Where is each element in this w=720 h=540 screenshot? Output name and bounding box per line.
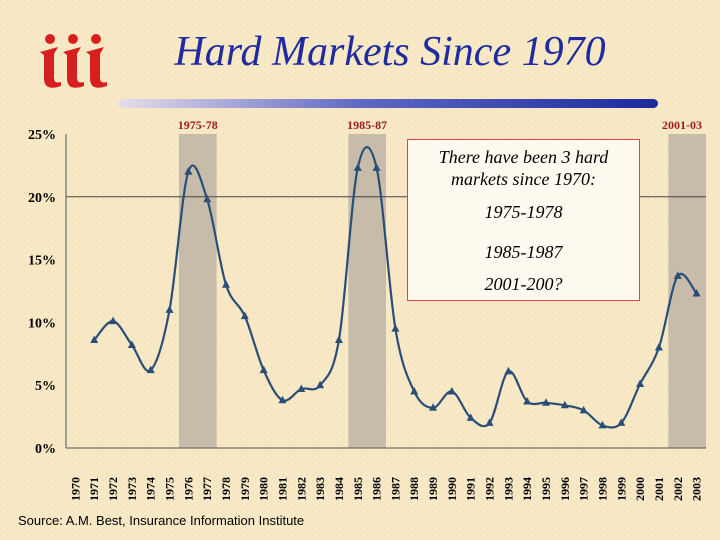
- x-tick-label: 1981: [275, 477, 289, 501]
- data-point-1973: [127, 340, 136, 349]
- y-tick-label: 25%: [28, 128, 56, 143]
- data-point-1996: [560, 400, 569, 409]
- x-tick-label: 1985: [351, 477, 365, 501]
- hard-markets-callout: There have been 3 hard markets since 197…: [407, 139, 640, 301]
- iii-logo: [40, 34, 107, 88]
- x-tick-label: 2000: [633, 477, 647, 501]
- x-tick-label: 1986: [370, 477, 384, 501]
- x-tick-label: 1972: [106, 477, 120, 501]
- y-tick-label: 15%: [28, 254, 56, 269]
- data-point-1999: [617, 418, 626, 426]
- y-tick-labels: 0% 5% 10% 15% 20% 25%: [28, 128, 56, 457]
- data-point-2000: [636, 379, 645, 387]
- x-tick-label: 1984: [332, 477, 346, 501]
- y-tick-label: 20%: [28, 191, 56, 206]
- x-tick-label: 1995: [539, 477, 553, 501]
- data-point-1971: [90, 335, 99, 343]
- y-tick-label: 5%: [35, 379, 56, 394]
- source-note: Source: A.M. Best, Insurance Information…: [18, 513, 305, 528]
- y-tick-label: 0%: [35, 442, 56, 457]
- data-point-1993: [504, 366, 513, 375]
- data-point-1983: [316, 380, 325, 389]
- data-point-1976: [184, 167, 193, 175]
- x-tick-label: 2002: [671, 477, 685, 501]
- data-point-1989: [429, 403, 438, 411]
- data-point-1986: [372, 163, 381, 171]
- y-tick-label: 10%: [28, 316, 56, 331]
- x-tick-label: 1970: [68, 477, 82, 501]
- data-point-1987: [391, 324, 400, 332]
- title-underline-bar: [118, 99, 658, 108]
- axes: [65, 134, 706, 449]
- x-tick-label: 1983: [313, 477, 327, 501]
- data-point-1982: [297, 384, 306, 392]
- x-tick-label: 1976: [181, 477, 195, 501]
- x-tick-label: 1996: [558, 477, 572, 501]
- band-labels: 1975-78 1985-87 2001-03: [178, 118, 702, 132]
- shaded-band-1: [348, 134, 386, 448]
- shaded-band-0: [178, 134, 217, 448]
- data-point-1977: [203, 194, 212, 203]
- x-tick-label: 1979: [238, 477, 252, 501]
- x-tick-label: 2001: [652, 477, 666, 501]
- data-point-1995: [542, 398, 550, 406]
- x-tick-label: 1987: [388, 477, 402, 501]
- x-tick-label: 1993: [501, 477, 515, 501]
- x-tick-label: 1989: [426, 477, 440, 501]
- slide-title: Hard Markets Since 1970: [174, 29, 606, 75]
- band-label-0: 1975-78: [178, 118, 218, 132]
- callout-item-1975: 1975-1978: [484, 202, 563, 222]
- data-point-1991: [466, 413, 475, 421]
- data-point-1981: [278, 395, 287, 404]
- data-point-1994: [523, 397, 532, 405]
- x-tick-labels: 1970 1971 1972 1973 1974 1975 1976 1977 1978 1979…: [68, 477, 703, 501]
- data-point-2003: [692, 289, 701, 297]
- band-label-2: 2001-03: [662, 118, 702, 132]
- data-point-1972: [109, 316, 118, 325]
- data-point-2002: [673, 271, 682, 279]
- x-tick-label: 1991: [464, 477, 478, 501]
- data-point-1988: [410, 386, 419, 395]
- series-layer: [90, 146, 701, 429]
- shaded-band-2: [668, 134, 706, 448]
- data-point-1997: [579, 405, 588, 414]
- x-tick-label: 1980: [257, 477, 271, 501]
- x-tick-label: 1992: [483, 477, 497, 501]
- data-point-2001: [654, 343, 663, 351]
- x-tick-label: 1997: [577, 477, 591, 501]
- x-tick-label: 1975: [163, 477, 177, 501]
- data-point-1985: [353, 163, 362, 171]
- data-point-1980: [259, 365, 268, 374]
- x-tick-label: 1994: [520, 477, 534, 501]
- data-point-1992: [485, 418, 494, 426]
- data-point-1984: [334, 335, 343, 343]
- x-tick-label: 1977: [200, 477, 214, 501]
- data-point-1990: [447, 386, 456, 395]
- band-label-1: 1985-87: [347, 118, 387, 132]
- callout-heading: There have been 3 hard markets since 197…: [438, 147, 609, 189]
- data-point-1978: [222, 280, 230, 288]
- series-line-0: [93, 146, 698, 429]
- x-tick-label: 1973: [125, 477, 139, 501]
- data-point-1979: [240, 311, 249, 320]
- x-tick-label: 1978: [219, 477, 233, 501]
- x-tick-label: 1990: [445, 477, 459, 501]
- callout-item-1985: 1985-1987: [484, 242, 563, 262]
- data-point-1974: [146, 365, 155, 374]
- x-tick-label: 1988: [407, 477, 421, 501]
- x-tick-label: 1971: [87, 477, 101, 501]
- x-tick-label: 1998: [595, 477, 609, 501]
- data-point-1975: [165, 305, 174, 313]
- x-tick-label: 2003: [690, 477, 704, 501]
- data-point-1998: [598, 420, 607, 429]
- x-tick-label: 1974: [144, 477, 158, 501]
- callout-item-2001: 2001-200?: [484, 274, 563, 294]
- x-tick-label: 1999: [614, 477, 628, 501]
- x-tick-label: 1982: [294, 477, 308, 501]
